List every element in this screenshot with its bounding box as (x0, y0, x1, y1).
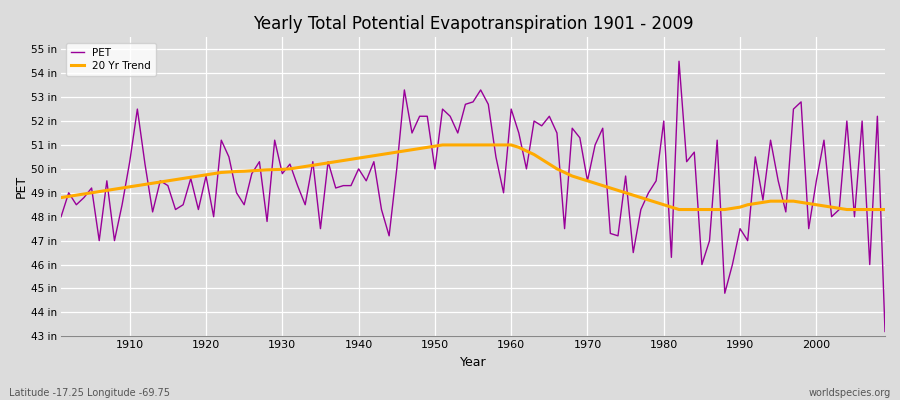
20 Yr Trend (673, 207, 684, 212)
PET (56, 214, 67, 219)
20 Yr Trend (437, 142, 448, 147)
PET (284, 162, 295, 166)
Line: 20 Yr Trend: 20 Yr Trend (61, 145, 885, 210)
20 Yr Trend (56, 195, 67, 200)
PET (499, 190, 509, 195)
20 Yr Trend (513, 145, 524, 150)
20 Yr Trend (605, 186, 616, 190)
PET (330, 186, 341, 190)
PET (673, 59, 684, 64)
PET (117, 202, 128, 207)
20 Yr Trend (284, 166, 295, 171)
X-axis label: Year: Year (460, 356, 486, 369)
20 Yr Trend (879, 207, 890, 212)
PET (506, 107, 517, 112)
Line: PET: PET (61, 61, 885, 332)
Y-axis label: PET: PET (15, 175, 28, 198)
Title: Yearly Total Potential Evapotranspiration 1901 - 2009: Yearly Total Potential Evapotranspiratio… (253, 15, 693, 33)
20 Yr Trend (330, 159, 341, 164)
Text: Latitude -17.25 Longitude -69.75: Latitude -17.25 Longitude -69.75 (9, 388, 170, 398)
20 Yr Trend (506, 142, 517, 147)
PET (598, 126, 608, 131)
Text: worldspecies.org: worldspecies.org (809, 388, 891, 398)
PET (879, 329, 890, 334)
Legend: PET, 20 Yr Trend: PET, 20 Yr Trend (67, 42, 157, 76)
20 Yr Trend (117, 186, 128, 190)
